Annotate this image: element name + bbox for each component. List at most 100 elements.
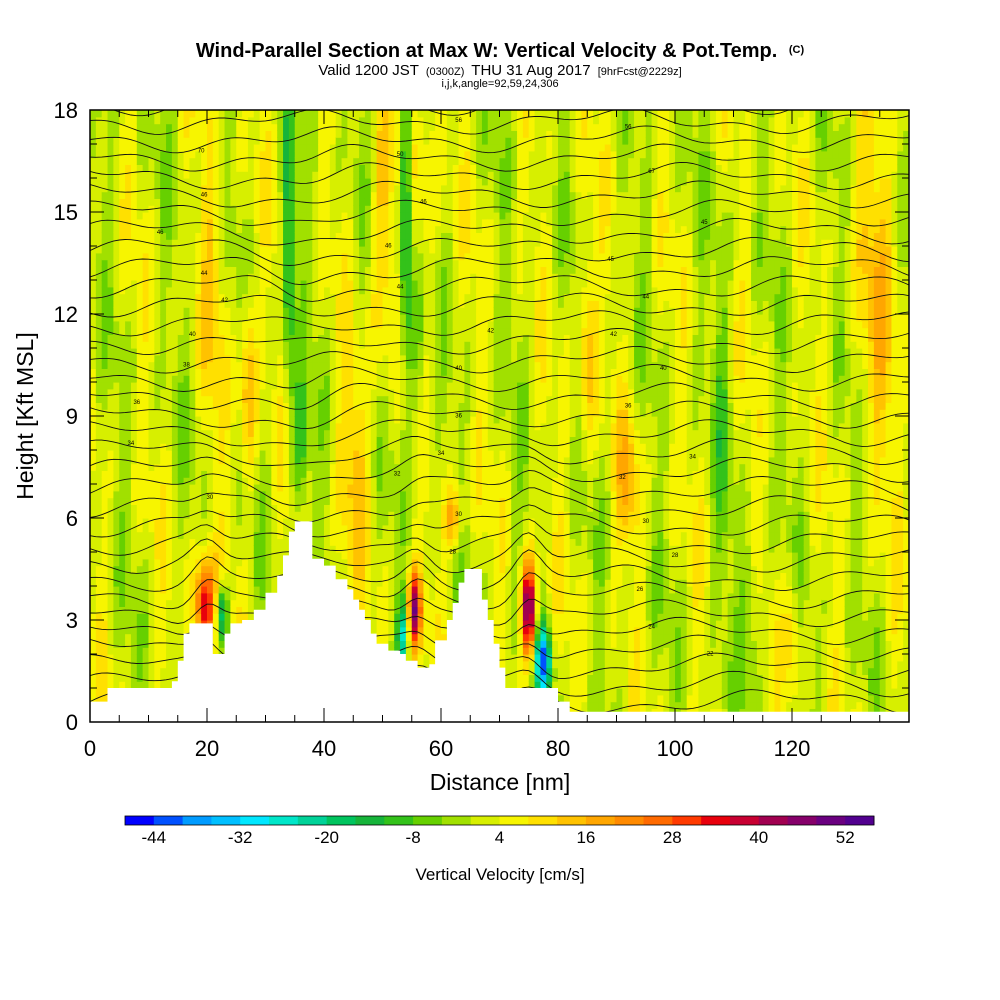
velocity-cell <box>207 246 214 254</box>
velocity-cell <box>142 416 150 424</box>
velocity-cell <box>388 531 395 539</box>
velocity-cell <box>136 667 144 675</box>
velocity-cell <box>154 429 161 437</box>
velocity-cell <box>347 558 354 567</box>
velocity-cell <box>160 266 167 274</box>
velocity-cell <box>364 531 372 539</box>
velocity-cell <box>130 456 138 465</box>
velocity-cell <box>113 137 120 145</box>
velocity-cell <box>154 579 161 587</box>
velocity-cell <box>90 157 97 165</box>
velocity-cell <box>312 239 319 247</box>
velocity-cell <box>218 361 226 369</box>
velocity-cell <box>195 280 202 288</box>
velocity-cell <box>271 191 278 199</box>
velocity-cell <box>207 198 214 206</box>
velocity-cell <box>218 218 226 227</box>
velocity-cell <box>376 327 384 335</box>
velocity-cell <box>400 300 407 308</box>
velocity-cell <box>177 252 185 261</box>
velocity-cell <box>253 320 261 329</box>
velocity-cell <box>277 130 284 138</box>
velocity-cell <box>125 579 132 587</box>
velocity-cell <box>324 456 331 465</box>
velocity-cell <box>218 484 226 492</box>
velocity-cell <box>136 164 144 172</box>
velocity-cell <box>171 246 179 254</box>
velocity-cell <box>405 450 413 458</box>
velocity-cell <box>318 456 325 465</box>
velocity-cell <box>329 191 337 199</box>
velocity-cell <box>329 280 337 288</box>
velocity-cell <box>160 334 167 342</box>
velocity-cell <box>335 218 343 227</box>
velocity-cell <box>107 620 114 628</box>
velocity-cell <box>294 137 302 145</box>
velocity-cell <box>318 239 325 247</box>
velocity-cell <box>119 130 126 138</box>
velocity-cell <box>183 463 191 471</box>
velocity-cell <box>253 293 261 301</box>
velocity-cell <box>370 572 378 580</box>
velocity-cell <box>130 157 138 165</box>
velocity-cell <box>148 354 155 363</box>
velocity-cell <box>154 212 161 220</box>
velocity-cell <box>95 667 103 675</box>
velocity-cell <box>288 463 296 471</box>
velocity-cell <box>183 572 191 580</box>
velocity-cell <box>271 450 278 458</box>
velocity-cell <box>113 130 120 138</box>
velocity-cell <box>201 524 208 533</box>
velocity-cell <box>218 239 226 247</box>
velocity-cell <box>242 205 249 213</box>
velocity-cell <box>183 130 191 138</box>
velocity-cell <box>300 361 308 369</box>
velocity-cell <box>306 382 313 390</box>
velocity-cell <box>142 558 150 567</box>
velocity-cell <box>376 110 384 118</box>
velocity-cell <box>177 552 185 560</box>
velocity-cell <box>318 552 325 560</box>
velocity-cell <box>207 518 214 526</box>
velocity-cell <box>359 484 366 492</box>
velocity-cell <box>405 518 413 526</box>
velocity-cell <box>353 157 360 165</box>
velocity-cell <box>177 524 185 533</box>
velocity-cell <box>259 565 267 573</box>
velocity-cell <box>207 341 214 349</box>
velocity-cell <box>195 463 202 471</box>
velocity-cell <box>271 110 278 118</box>
velocity-cell <box>107 484 114 492</box>
velocity-cell <box>329 484 337 492</box>
velocity-cell <box>107 368 114 376</box>
velocity-cell <box>265 388 272 397</box>
velocity-cell <box>142 429 150 437</box>
velocity-cell <box>189 157 196 165</box>
velocity-cell <box>277 164 284 172</box>
velocity-cell <box>283 443 290 451</box>
velocity-cell <box>125 130 132 138</box>
velocity-cell <box>195 239 202 247</box>
velocity-cell <box>394 341 401 349</box>
velocity-cell <box>148 470 155 478</box>
velocity-cell <box>400 429 407 437</box>
velocity-cell <box>154 409 161 417</box>
velocity-cell <box>201 218 208 227</box>
velocity-cell <box>119 137 126 145</box>
velocity-cell <box>382 157 389 165</box>
velocity-cell <box>201 375 208 383</box>
velocity-cell <box>171 375 179 383</box>
velocity-cell <box>359 144 366 152</box>
velocity-cell <box>207 484 214 492</box>
velocity-cell <box>265 463 272 471</box>
velocity-cell <box>400 293 407 301</box>
velocity-cell <box>154 246 161 254</box>
velocity-cell <box>288 273 296 281</box>
velocity-cell <box>148 640 155 648</box>
velocity-cell <box>359 300 366 308</box>
velocity-cell <box>312 198 319 206</box>
velocity-cell <box>207 232 214 240</box>
velocity-cell <box>142 388 150 397</box>
velocity-cell <box>242 171 249 179</box>
velocity-cell <box>318 150 325 159</box>
